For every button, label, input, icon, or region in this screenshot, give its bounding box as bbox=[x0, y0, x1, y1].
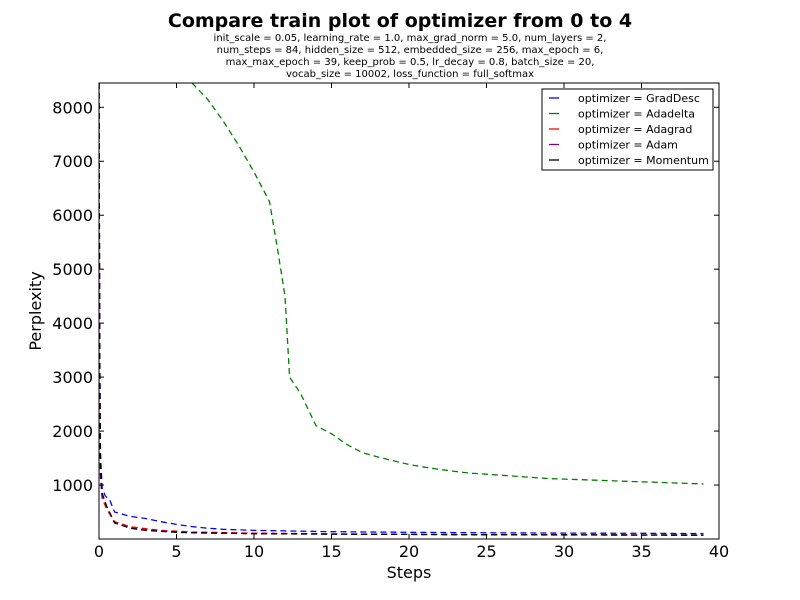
chart-subtitle-line-1: init_scale = 0.05, learning_rate = 1.0, … bbox=[214, 33, 607, 44]
chart-subtitle-line-4: vocab_size = 10002, loss_function = full… bbox=[286, 69, 534, 80]
legend-label-adam: optimizer = Adam bbox=[578, 139, 678, 152]
y-tick-label: 4000 bbox=[52, 314, 93, 333]
x-axis-label: Steps bbox=[387, 563, 432, 582]
chart-subtitle-line-2: num_steps = 84, hidden_size = 512, embed… bbox=[217, 45, 604, 56]
x-tick-label: 15 bbox=[321, 542, 341, 561]
legend-label-graddesc: optimizer = GradDesc bbox=[578, 92, 700, 105]
x-tick-label: 30 bbox=[554, 542, 574, 561]
chart-title: Compare train plot of optimizer from 0 t… bbox=[168, 10, 632, 32]
y-axis: 1000 2000 3000 4000 5000 6000 7000 8000 bbox=[52, 98, 719, 495]
x-tick-label: 40 bbox=[709, 542, 729, 561]
x-tick-label: 0 bbox=[94, 542, 104, 561]
series-line-graddesc bbox=[99, 83, 704, 535]
x-tick-label: 35 bbox=[631, 542, 651, 561]
x-tick-label: 10 bbox=[244, 542, 264, 561]
y-tick-label: 3000 bbox=[52, 368, 93, 387]
legend-label-momentum: optimizer = Momentum bbox=[578, 154, 709, 167]
y-tick-label: 1000 bbox=[52, 476, 93, 495]
legend-label-adagrad: optimizer = Adagrad bbox=[578, 123, 692, 136]
x-axis: 0 5 10 15 20 25 30 35 40 bbox=[94, 83, 729, 561]
chart-subtitle-line-3: max_max_epoch = 39, keep_prob = 0.5, lr_… bbox=[226, 57, 595, 68]
x-tick-label: 20 bbox=[399, 542, 419, 561]
y-tick-label: 2000 bbox=[52, 422, 93, 441]
legend-box bbox=[541, 88, 714, 171]
legend: optimizer = GradDesc optimizer = Adadelta… bbox=[541, 88, 714, 171]
legend-label-adadelta: optimizer = Adadelta bbox=[578, 108, 695, 121]
series-line-adadelta bbox=[191, 83, 704, 485]
y-tick-label: 6000 bbox=[52, 206, 93, 225]
y-axis-label: Perplexity bbox=[26, 271, 45, 350]
x-tick-label: 5 bbox=[171, 542, 181, 561]
y-tick-label: 5000 bbox=[52, 260, 93, 279]
y-tick-label: 7000 bbox=[52, 152, 93, 171]
x-tick-label: 25 bbox=[476, 542, 496, 561]
y-tick-label: 8000 bbox=[52, 98, 93, 117]
